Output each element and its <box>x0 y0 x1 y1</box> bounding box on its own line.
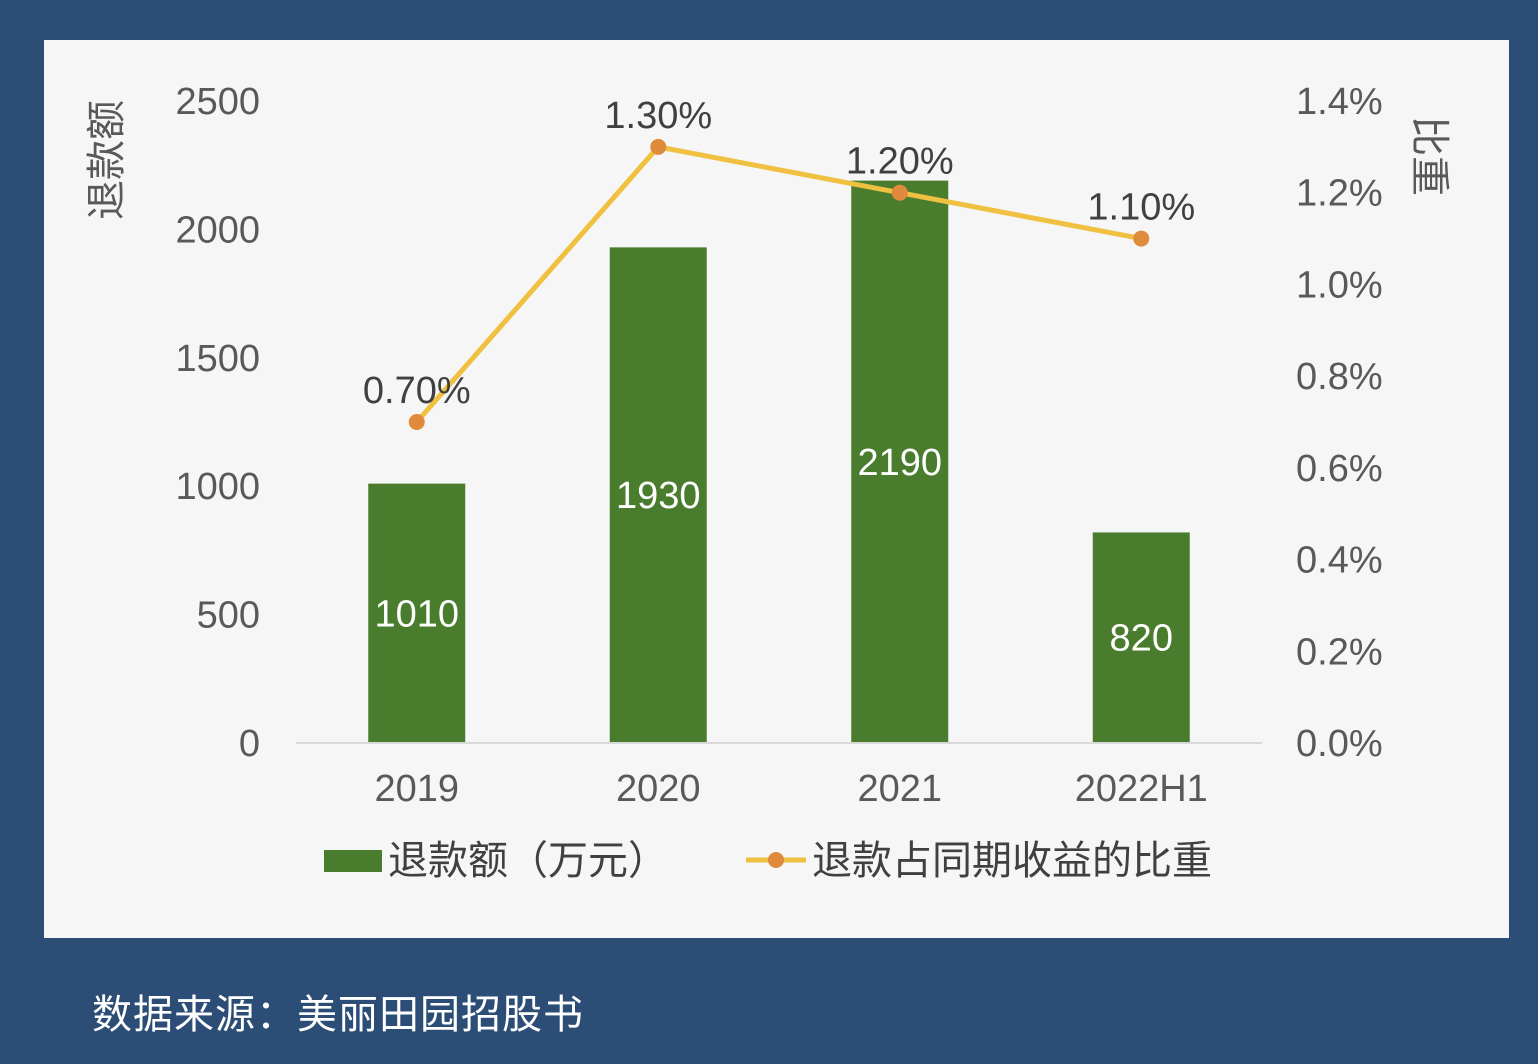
bar-value-label: 2190 <box>857 442 942 484</box>
y-tick-label: 2000 <box>175 209 260 251</box>
chart-panel <box>44 40 1509 938</box>
series-line <box>414 144 1142 424</box>
y2-tick-label: 0.0% <box>1296 723 1383 765</box>
x-tick-label: 2022H1 <box>1075 768 1208 810</box>
y-tick-label: 500 <box>197 595 260 637</box>
y2-tick-label: 1.0% <box>1296 264 1383 306</box>
y2-tick-label: 0.8% <box>1296 356 1383 398</box>
legend-swatch-bar <box>324 850 382 872</box>
line-value-label: 1.20% <box>846 141 954 183</box>
y2-axis-title: 比重 <box>1406 116 1452 196</box>
bar <box>368 483 466 743</box>
y-axis-title: 退款额 <box>84 100 130 220</box>
y2-tick-label: 0.4% <box>1296 540 1383 582</box>
line-value-label: 1.30% <box>604 95 712 137</box>
data-source-note: 数据来源：美丽田园招股书 <box>92 992 584 1038</box>
y-tick-label: 1500 <box>175 338 260 380</box>
line-value-label: 0.70% <box>363 370 471 412</box>
line-point <box>891 184 908 201</box>
y2-tick-label: 0.6% <box>1296 448 1383 490</box>
y2-tick-label: 1.4% <box>1296 81 1383 123</box>
legend-label-bar: 退款额（万元） <box>388 838 668 884</box>
bar-value-label: 1010 <box>374 593 459 635</box>
bar-value-label: 1930 <box>616 475 701 517</box>
x-tick-label: 2020 <box>616 768 701 810</box>
line-value-label: 1.10% <box>1087 187 1195 229</box>
y-tick-label: 2500 <box>175 81 260 123</box>
y-tick-label: 0 <box>239 723 260 765</box>
legend-swatch-marker <box>768 852 784 868</box>
bar <box>609 247 707 743</box>
line-point <box>1133 230 1150 247</box>
bar <box>851 180 949 743</box>
x-tick-label: 2021 <box>857 768 942 810</box>
bar-value-label: 820 <box>1110 618 1173 660</box>
legend-label-line: 退款占同期收益的比重 <box>812 838 1212 884</box>
y-tick-label: 1000 <box>175 466 260 508</box>
line-point <box>408 414 425 430</box>
x-tick-label: 2019 <box>374 768 459 810</box>
line-point <box>650 138 667 155</box>
bar <box>1092 532 1190 743</box>
y2-tick-label: 1.2% <box>1296 173 1383 215</box>
y2-tick-label: 0.2% <box>1296 631 1383 673</box>
